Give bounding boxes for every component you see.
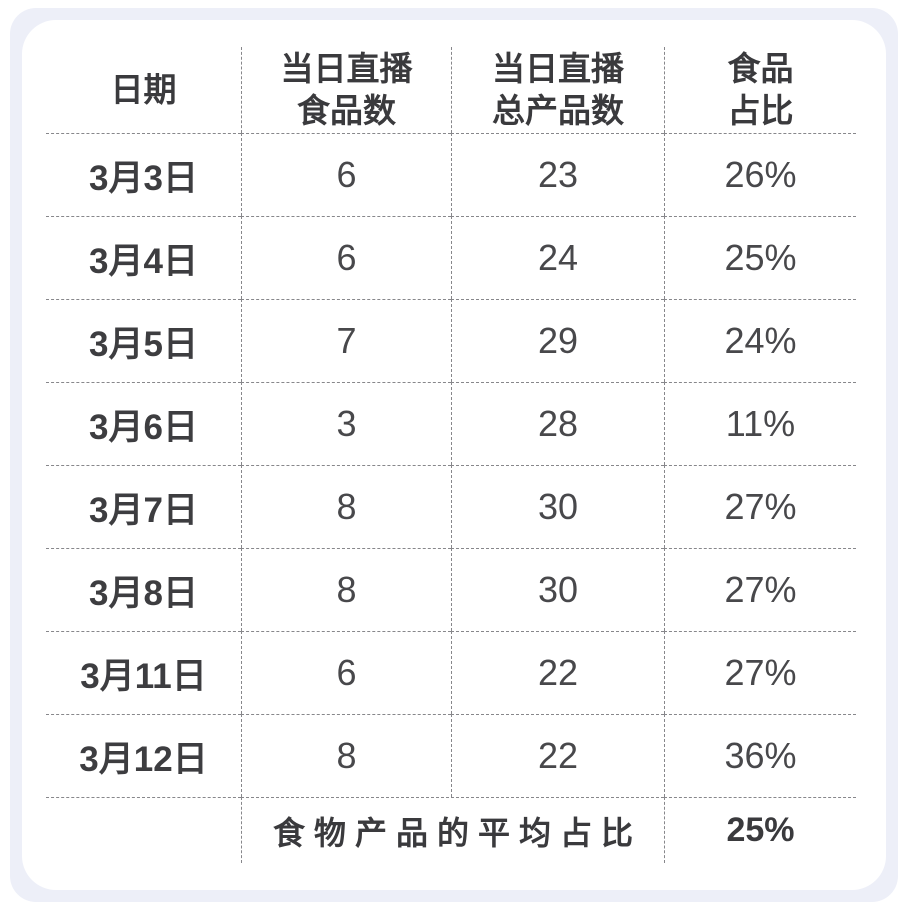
footer-average-value: 25%	[726, 811, 795, 849]
footer-average-label: 食物产品的平均占比	[272, 814, 642, 851]
cell-food-count: 8	[241, 714, 451, 797]
cell-food-count: 6	[241, 216, 451, 299]
footer-empty-cell	[46, 797, 241, 863]
header-date-label: 日期	[110, 70, 177, 108]
cell-ratio: 27%	[664, 631, 856, 714]
header-cell-ratio: 食品 占比	[664, 47, 856, 133]
header-cell-total-count: 当日直播 总产品数	[451, 47, 664, 133]
header-total-line2: 总产品数	[492, 92, 624, 129]
cell-date: 3月7日	[46, 465, 241, 548]
header-cell-date: 日期	[46, 47, 241, 133]
cell-date: 3月11日	[46, 631, 241, 714]
cell-food-count: 3	[241, 382, 451, 465]
cell-total-count: 30	[451, 465, 664, 548]
header-total-line1: 当日直播	[492, 49, 624, 87]
data-table: 日期 当日直播 食品数 当日直播 总产品数 食品 占比 3月3日 6 23 26…	[46, 47, 856, 863]
cell-ratio: 26%	[664, 133, 856, 216]
cell-food-count: 8	[241, 465, 451, 548]
cell-total-count: 28	[451, 382, 664, 465]
header-ratio-line2: 占比	[727, 92, 794, 129]
cell-date: 3月4日	[46, 216, 241, 299]
background-frame: 日期 当日直播 食品数 当日直播 总产品数 食品 占比 3月3日 6 23 26…	[10, 8, 898, 902]
header-food-line1: 当日直播	[280, 49, 413, 87]
header-cell-food-count: 当日直播 食品数	[241, 47, 451, 133]
cell-ratio: 27%	[664, 465, 856, 548]
cell-total-count: 22	[451, 714, 664, 797]
cell-total-count: 29	[451, 299, 664, 382]
cell-ratio: 11%	[664, 382, 856, 465]
cell-food-count: 6	[241, 631, 451, 714]
cell-ratio: 24%	[664, 299, 856, 382]
cell-food-count: 6	[241, 133, 451, 216]
cell-food-count: 7	[241, 299, 451, 382]
cell-date: 3月3日	[46, 133, 241, 216]
header-ratio-line1: 食品	[727, 49, 794, 87]
cell-date: 3月8日	[46, 548, 241, 631]
table-card: 日期 当日直播 食品数 当日直播 总产品数 食品 占比 3月3日 6 23 26…	[22, 20, 886, 890]
cell-ratio: 36%	[664, 714, 856, 797]
cell-total-count: 23	[451, 133, 664, 216]
cell-ratio: 25%	[664, 216, 856, 299]
footer-average-value-cell: 25%	[664, 797, 856, 863]
cell-food-count: 8	[241, 548, 451, 631]
cell-total-count: 22	[451, 631, 664, 714]
header-food-line2: 食品数	[297, 92, 396, 129]
cell-date: 3月5日	[46, 299, 241, 382]
cell-total-count: 30	[451, 548, 664, 631]
cell-ratio: 27%	[664, 548, 856, 631]
cell-date: 3月12日	[46, 714, 241, 797]
cell-total-count: 24	[451, 216, 664, 299]
cell-date: 3月6日	[46, 382, 241, 465]
footer-average-label-cell: 食物产品的平均占比	[241, 797, 664, 863]
